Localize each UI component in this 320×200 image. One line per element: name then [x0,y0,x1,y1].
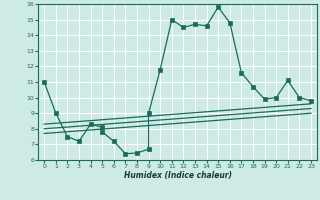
X-axis label: Humidex (Indice chaleur): Humidex (Indice chaleur) [124,171,232,180]
